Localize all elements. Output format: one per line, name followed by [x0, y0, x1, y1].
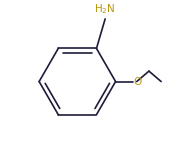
Text: H$_2$N: H$_2$N: [94, 3, 115, 16]
Text: O: O: [134, 76, 142, 87]
